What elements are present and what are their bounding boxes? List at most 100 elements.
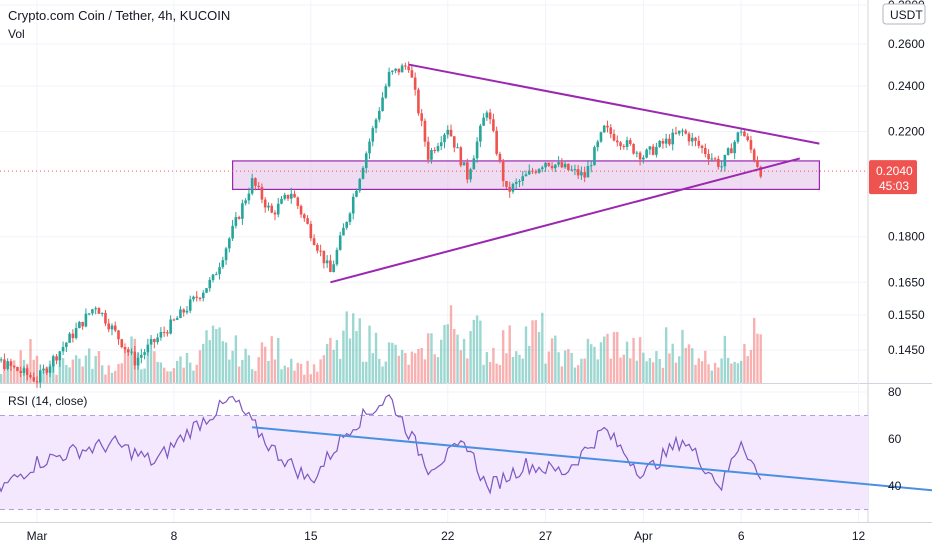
candle-body [361, 168, 365, 179]
candle-body [283, 194, 287, 199]
rsi-band [0, 415, 868, 510]
candle-body [25, 368, 29, 376]
candle-body [720, 166, 723, 168]
candle-body [215, 274, 218, 276]
volume-bar [505, 353, 508, 383]
volume-bar [619, 357, 622, 383]
candle-body [514, 181, 518, 184]
candle-body [208, 279, 212, 289]
candle-body [707, 154, 710, 160]
candle-body [557, 162, 560, 165]
volume-bar [74, 355, 78, 383]
volume-bar [29, 339, 32, 383]
candle-body [426, 141, 430, 160]
volume-bar [397, 355, 401, 383]
candle-body [387, 71, 391, 87]
candle-body [68, 333, 71, 343]
volume-bar [593, 346, 596, 383]
price-tick-label: 0.1550 [888, 308, 925, 322]
candle-body [635, 152, 639, 154]
volume-bar [257, 357, 260, 383]
volume-bar [140, 369, 143, 383]
volume-bar [746, 356, 749, 383]
candle-body [733, 141, 736, 154]
volume-bar [146, 348, 150, 383]
candle-body [505, 180, 508, 187]
price-tick-label: 0.2400 [888, 79, 925, 93]
candle-body [739, 131, 743, 133]
volume-bar [753, 317, 756, 383]
volume-bar [462, 338, 466, 383]
candle-body [576, 169, 580, 176]
volume-bar [244, 348, 247, 383]
volume-bar [563, 350, 567, 383]
volume-bar [521, 358, 524, 383]
candle-body [143, 352, 146, 355]
volume-bar [97, 351, 101, 383]
volume-bar [192, 370, 195, 383]
volume-bar [570, 352, 573, 383]
volume-bar [616, 331, 619, 383]
candle-body [625, 140, 629, 147]
candle-body [615, 140, 619, 143]
volume-bar [417, 348, 420, 383]
candle-body [364, 153, 368, 169]
volume-bar [283, 365, 286, 383]
volume-bar [498, 364, 502, 383]
candle-body [681, 130, 684, 132]
volume-bar [485, 352, 489, 383]
candle-body [759, 166, 763, 177]
candle-body [593, 147, 596, 166]
candle-body [257, 185, 260, 187]
candle-body [642, 157, 645, 160]
candle-body [466, 162, 469, 180]
volume-bar [550, 338, 554, 383]
volume-bar [713, 362, 717, 383]
volume-bar [123, 343, 127, 383]
volume-bar [189, 362, 192, 383]
candle-body [104, 312, 107, 324]
candle-body [228, 238, 231, 249]
volume-bar [668, 353, 671, 383]
candle-body [723, 154, 727, 167]
volume-bar [534, 320, 537, 383]
candle-body [169, 319, 172, 334]
candle-body [563, 163, 567, 168]
volume-bar [681, 329, 684, 383]
volume-bar [567, 349, 570, 383]
volume-bar [156, 361, 159, 383]
candle-body [65, 342, 68, 348]
candle-body [606, 125, 609, 128]
candle-body [368, 141, 371, 154]
volume-bar [35, 355, 39, 383]
volume-bar [345, 311, 348, 383]
candle-body [162, 332, 166, 334]
candle-body [175, 317, 179, 320]
candle-body [35, 381, 39, 383]
volume-bar [759, 334, 762, 383]
volume-bar [371, 353, 374, 383]
volume-bar [303, 374, 306, 383]
volume-bar [671, 343, 674, 383]
volume-bar [250, 369, 254, 383]
candle-body [130, 351, 133, 353]
candle-body [488, 112, 492, 120]
candle-body [117, 330, 120, 340]
candle-body [381, 97, 384, 111]
volume-bar [430, 333, 433, 383]
volume-bar [420, 348, 423, 383]
candle-body [756, 160, 759, 167]
volume-bar [224, 342, 228, 383]
volume-bar [707, 364, 710, 383]
volume-bar [453, 328, 456, 383]
candle-body [752, 149, 756, 161]
candle-body [677, 130, 681, 134]
volume-bar [743, 343, 746, 383]
volume-bar [81, 366, 84, 383]
candle-body [655, 146, 658, 155]
volume-bar [299, 363, 303, 383]
candle-body [29, 375, 32, 378]
candle-body [126, 349, 130, 353]
volume-bar [664, 327, 668, 383]
volume-bar [172, 368, 176, 383]
